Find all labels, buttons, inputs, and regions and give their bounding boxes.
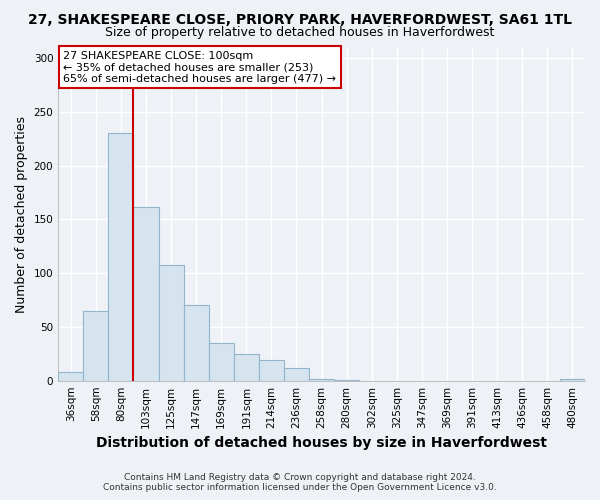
Bar [309,378,334,380]
Bar [133,206,158,380]
X-axis label: Distribution of detached houses by size in Haverfordwest: Distribution of detached houses by size … [96,436,547,450]
Bar [259,360,284,380]
Text: Contains HM Land Registry data © Crown copyright and database right 2024.
Contai: Contains HM Land Registry data © Crown c… [103,473,497,492]
Bar [234,354,259,380]
Text: 27, SHAKESPEARE CLOSE, PRIORY PARK, HAVERFORDWEST, SA61 1TL: 27, SHAKESPEARE CLOSE, PRIORY PARK, HAVE… [28,12,572,26]
Text: 27 SHAKESPEARE CLOSE: 100sqm
← 35% of detached houses are smaller (253)
65% of s: 27 SHAKESPEARE CLOSE: 100sqm ← 35% of de… [64,51,337,84]
Text: Size of property relative to detached houses in Haverfordwest: Size of property relative to detached ho… [106,26,494,39]
Bar [560,378,585,380]
Bar [109,134,133,380]
Bar [209,343,234,380]
Bar [284,368,309,380]
Bar [184,306,209,380]
Y-axis label: Number of detached properties: Number of detached properties [15,116,28,312]
Bar [158,264,184,380]
Bar [83,311,109,380]
Bar [58,372,83,380]
